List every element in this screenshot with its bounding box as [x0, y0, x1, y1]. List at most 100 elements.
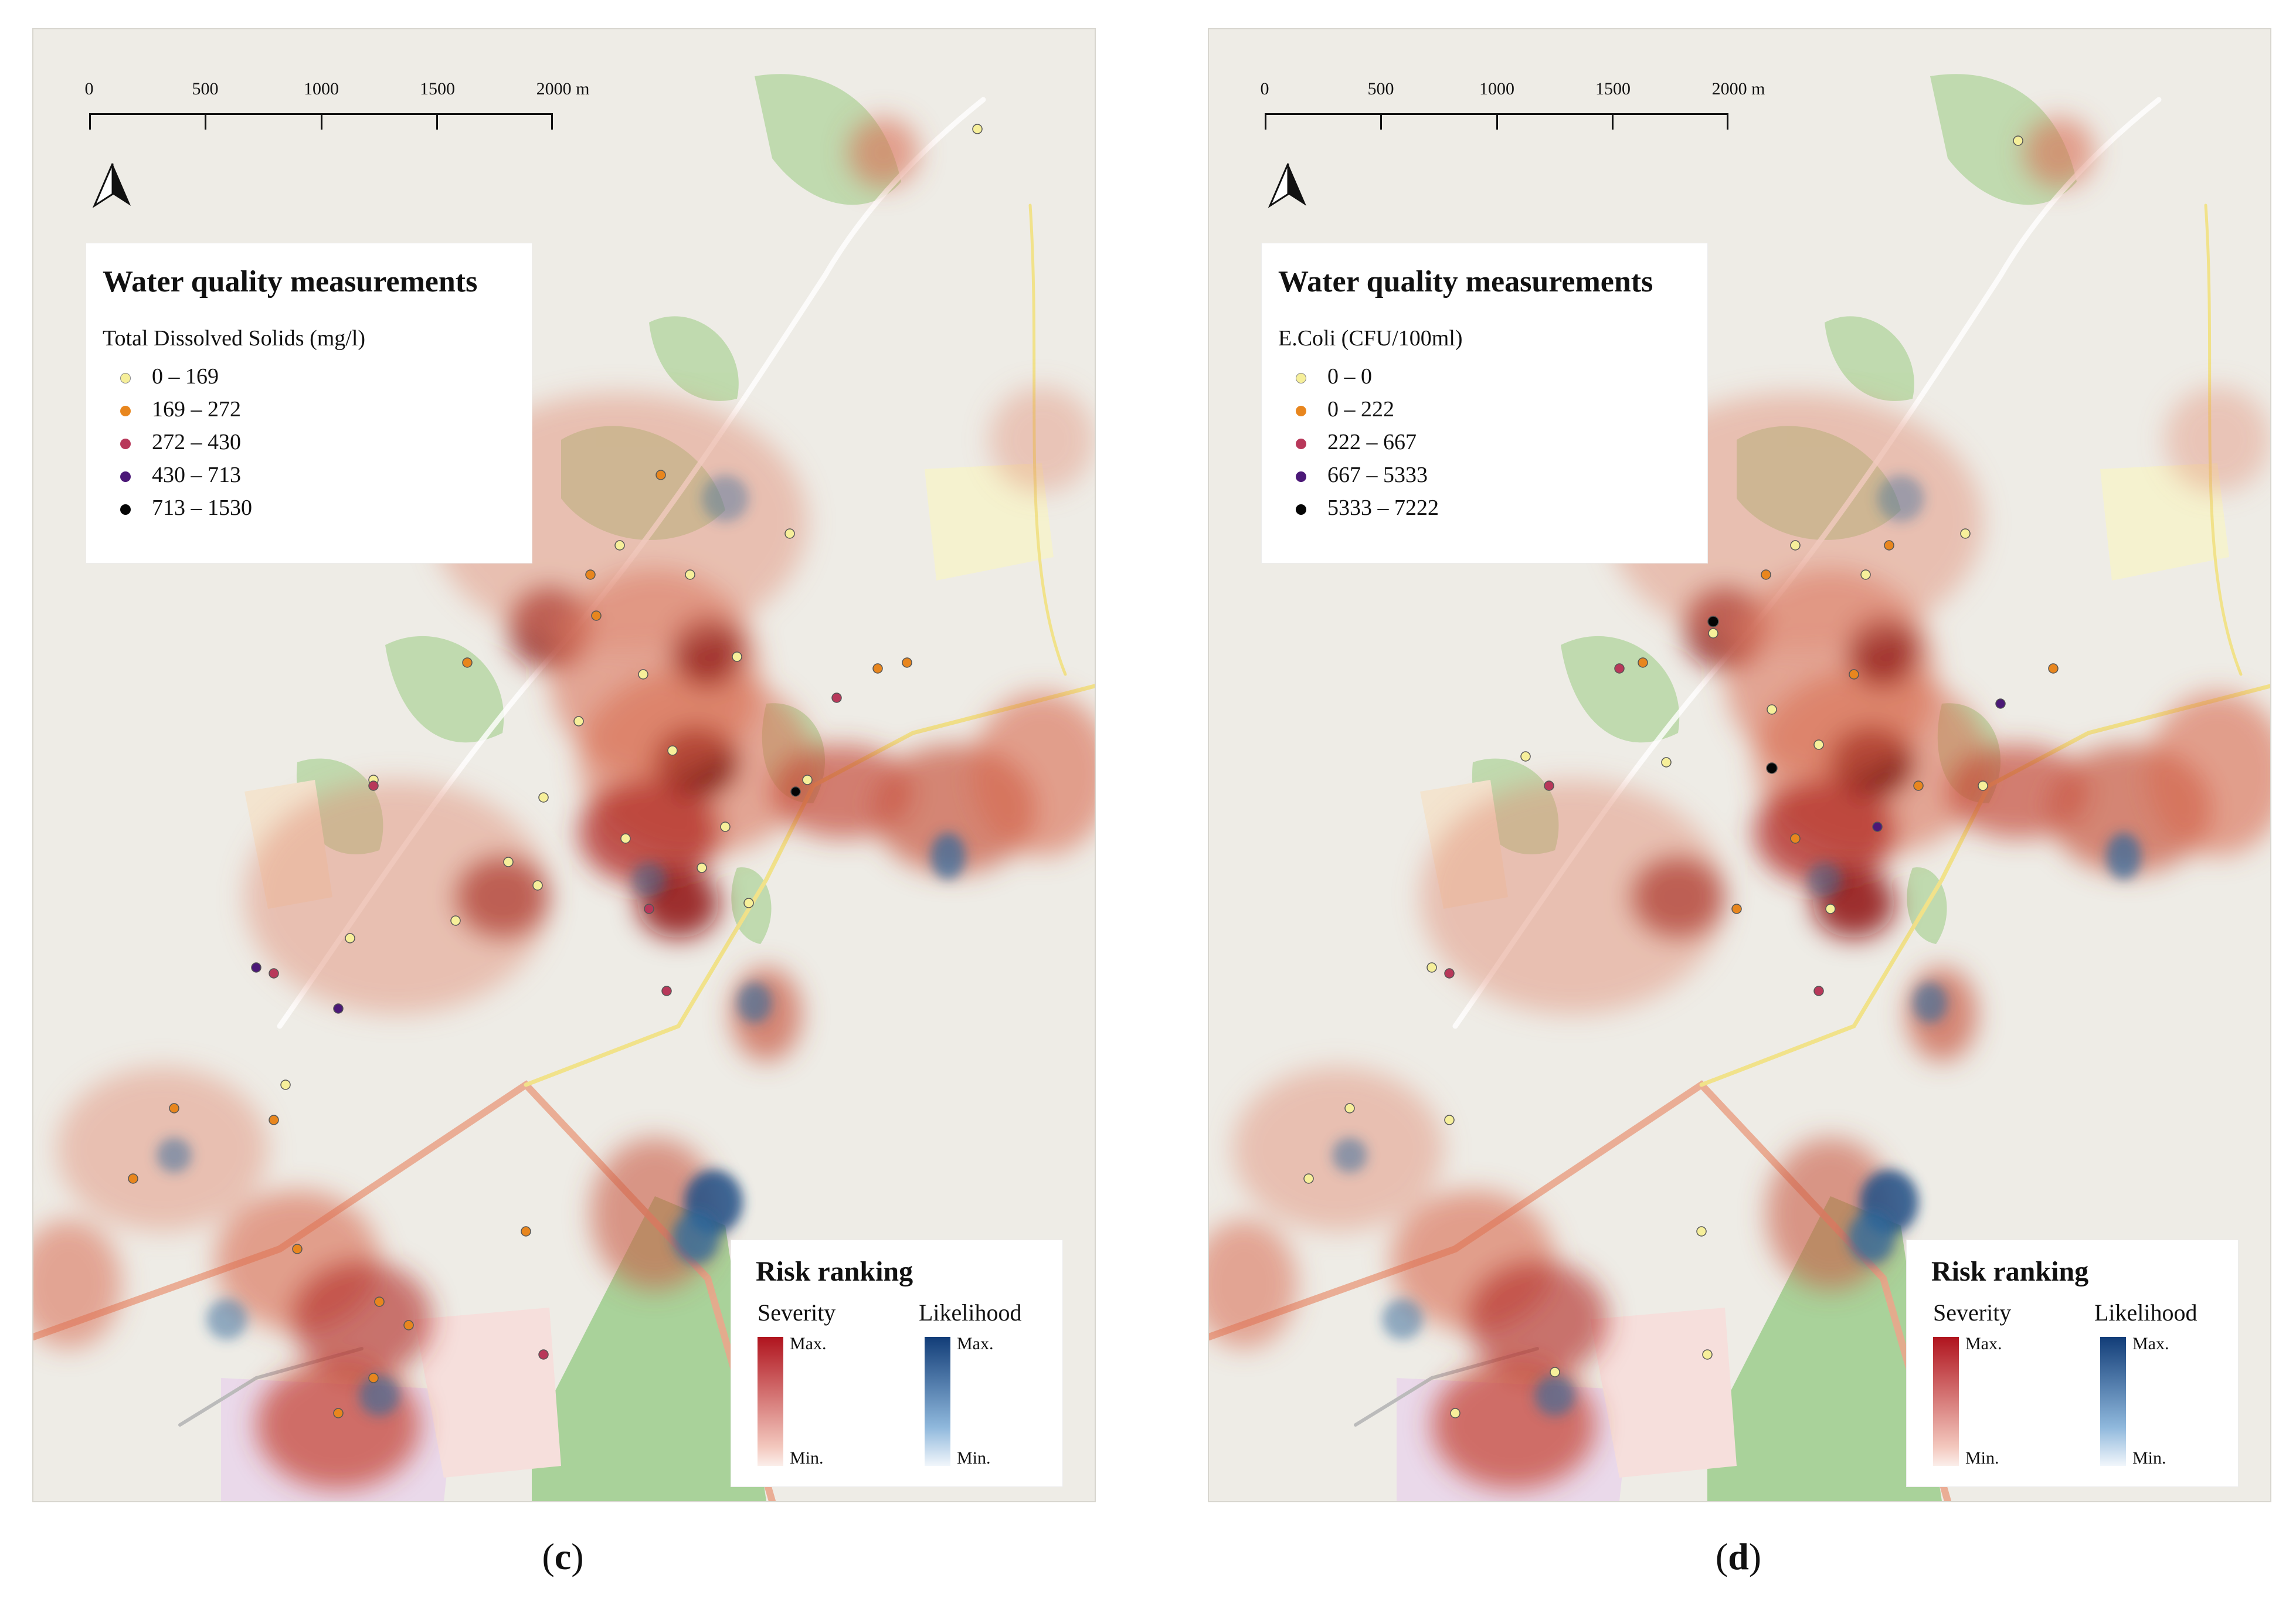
legend-swatch-icon: [120, 439, 131, 450]
likelihood-heatmap-d: [1332, 475, 2141, 1416]
measurement-point: [2048, 663, 2059, 674]
measurement-point: [573, 716, 584, 727]
measurement-point: [1813, 739, 1824, 750]
legend-item-label: 169 – 272: [152, 397, 241, 422]
measurement-point: [1450, 1408, 1461, 1418]
panel-caption-letter: d: [1728, 1536, 1749, 1577]
north-arrow-icon: [92, 163, 131, 208]
measurement-point: [585, 569, 596, 580]
likelihood-max-label: Max.: [2132, 1334, 2169, 1353]
measurement-point: [450, 915, 461, 926]
measurement-point: [462, 657, 473, 668]
scale-tick-label: 500: [1367, 79, 1394, 99]
legend-item-label: 222 – 667: [1327, 430, 1417, 454]
severity-color-ramp: [1933, 1337, 1959, 1466]
risk-heatmap-c: [33, 117, 1095, 1489]
measurement-point: [169, 1103, 179, 1114]
risk-ranking-legend-d: Risk ranking Severity Likelihood Max. Mi…: [1907, 1240, 2238, 1486]
scale-tick: [436, 113, 438, 130]
measurement-point: [1872, 822, 1883, 832]
risk-ranking-title: Risk ranking: [1931, 1256, 2089, 1287]
scale-tick: [551, 113, 553, 130]
measurement-point: [972, 124, 983, 134]
legend-item: 0 – 169: [103, 362, 219, 391]
measurement-point: [831, 693, 842, 703]
scale-tick: [1380, 113, 1382, 130]
measurement-point: [1849, 669, 1859, 680]
measurement-point: [1303, 1173, 1314, 1184]
measurement-point: [784, 528, 795, 539]
measurement-point: [1860, 569, 1871, 580]
likelihood-heatmap-c: [157, 475, 966, 1416]
measurement-point: [1520, 751, 1531, 762]
measurement-point: [269, 1115, 279, 1125]
legend-title: Water quality measurements: [103, 265, 478, 298]
measurement-point: [521, 1226, 531, 1237]
legend-item: 5333 – 7222: [1278, 493, 1439, 522]
legend-title: Water quality measurements: [1278, 265, 1653, 298]
scale-tick: [205, 113, 206, 130]
scale-tick-label: 2000 m: [1711, 79, 1765, 99]
severity-max-label: Max.: [1965, 1334, 2002, 1353]
measurement-point: [532, 880, 543, 891]
legend-item-label: 0 – 222: [1327, 397, 1394, 422]
severity-min-label: Min.: [790, 1448, 824, 1468]
measurement-point: [345, 933, 355, 943]
scale-tick: [1265, 113, 1266, 130]
measurement-points-d: [1303, 135, 2059, 1418]
severity-label: Severity: [758, 1299, 836, 1326]
map-panel-c[interactable]: 0 500 1000 1500 2000 m Water quality mea…: [32, 28, 1096, 1502]
measurement-point: [1696, 1226, 1707, 1237]
measurement-point: [1702, 1349, 1713, 1360]
likelihood-label: Likelihood: [919, 1299, 1022, 1326]
measurement-point: [1790, 833, 1801, 844]
measurement-point: [368, 780, 379, 791]
likelihood-max-label: Max.: [957, 1334, 994, 1353]
legend-item: 169 – 272: [103, 395, 241, 424]
measurement-point: [1978, 780, 1988, 791]
legend-swatch-icon: [120, 373, 131, 384]
measurement-point: [269, 968, 279, 979]
legend-subtitle: Total Dissolved Solids (mg/l): [103, 326, 366, 351]
scale-tick: [1496, 113, 1498, 130]
severity-label: Severity: [1933, 1299, 2012, 1326]
measurement-point: [638, 669, 648, 680]
severity-color-ramp: [758, 1337, 783, 1466]
measurement-point: [743, 898, 754, 908]
measurement-point: [732, 651, 742, 662]
measurement-point: [620, 833, 631, 844]
likelihood-min-label: Min.: [2132, 1448, 2166, 1468]
legend-swatch-icon: [120, 471, 131, 483]
measurement-point: [697, 863, 707, 873]
legend-subtitle: E.Coli (CFU/100ml): [1278, 326, 1463, 351]
measurement-point: [1767, 704, 1777, 715]
severity-max-label: Max.: [790, 1334, 827, 1353]
measurement-point: [280, 1080, 291, 1090]
measurement-point: [1913, 780, 1924, 791]
scale-tick: [1612, 113, 1614, 130]
legend-item: 667 – 5333: [1278, 460, 1428, 490]
legend-item: 0 – 222: [1278, 395, 1394, 424]
legend-item: 430 – 713: [103, 460, 241, 490]
map-panel-d[interactable]: 0 500 1000 1500 2000 m Water quality mea…: [1208, 28, 2271, 1502]
legend-swatch-icon: [1296, 471, 1306, 483]
legend-item-label: 667 – 5333: [1327, 463, 1428, 487]
legend-swatch-icon: [1296, 406, 1306, 417]
legend-item: 222 – 667: [1278, 427, 1417, 457]
scale-tick-label: 1000: [304, 79, 339, 99]
measurement-point: [1790, 540, 1801, 551]
measurement-point: [1761, 569, 1771, 580]
measurement-point: [1638, 657, 1648, 668]
legend-item-label: 430 – 713: [152, 463, 241, 487]
measurement-point: [1960, 528, 1971, 539]
scale-bar: 0 500 1000 1500 2000 m: [85, 79, 589, 173]
measurement-point: [333, 1408, 344, 1418]
legend-swatch-icon: [120, 406, 131, 417]
measurement-point: [2013, 135, 2023, 146]
measurement-point: [538, 792, 549, 803]
measurement-point: [251, 962, 261, 973]
panel-caption-d: (d): [1715, 1536, 1762, 1577]
measurement-point: [374, 1296, 385, 1307]
park-area: [532, 1196, 766, 1501]
measurement-point: [1444, 1115, 1455, 1125]
